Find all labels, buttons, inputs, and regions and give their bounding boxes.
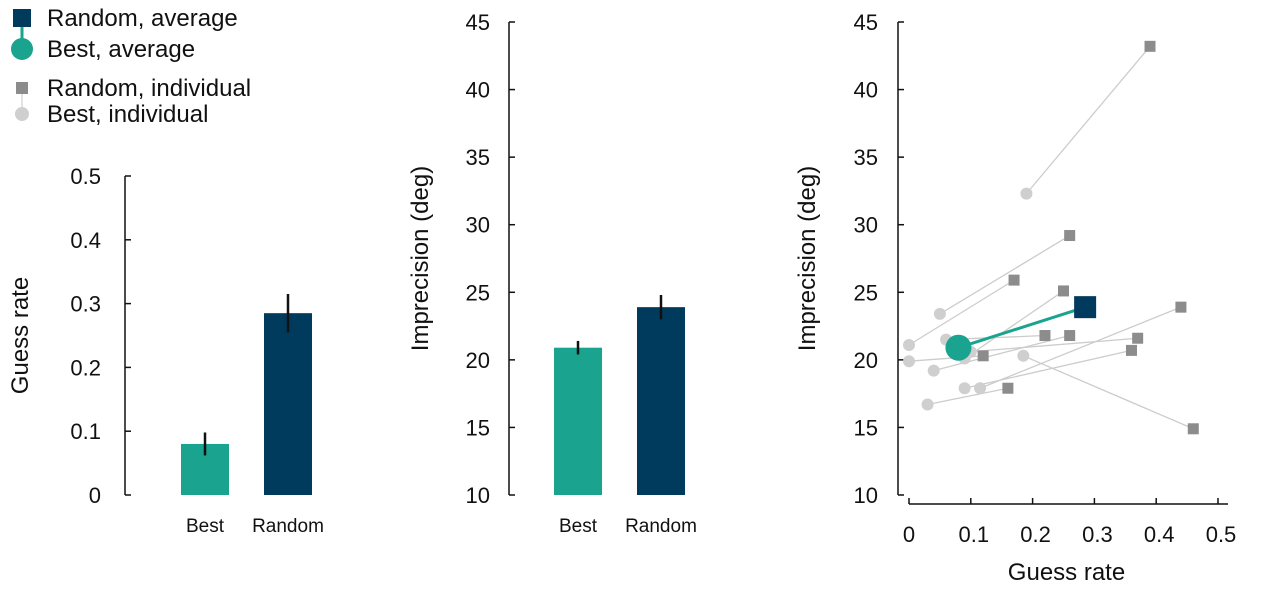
- legend-marker-random-average: [13, 9, 31, 27]
- y-tick-label: 0.4: [70, 228, 101, 253]
- y-tick-label: 0.1: [70, 419, 101, 444]
- y-axis-label: Imprecision (deg): [407, 166, 434, 351]
- legend-marker-best-individual: [15, 107, 29, 121]
- individual-line: [1025, 45, 1151, 195]
- average-line: [957, 305, 1086, 350]
- random-individual-point: [1058, 285, 1069, 297]
- random-individual-point: [977, 350, 989, 362]
- bar-random: [264, 313, 312, 495]
- x-axis-label: Guess rate: [1008, 559, 1125, 586]
- individual-line: [939, 234, 1071, 315]
- random-individual-point: [1175, 301, 1187, 313]
- legend-label: Best, individual: [47, 101, 208, 128]
- y-tick-label: 30: [854, 213, 878, 238]
- x-tick-label: 0.5: [1206, 522, 1237, 547]
- y-axis-label: Imprecision (deg): [794, 166, 821, 351]
- individual-line: [927, 387, 1009, 406]
- y-tick-label: 15: [854, 415, 878, 440]
- random-individual-point: [1187, 423, 1199, 435]
- y-tick-label: 10: [466, 483, 490, 508]
- legend-label: Best, average: [47, 36, 195, 63]
- y-tick-label: 35: [466, 145, 490, 170]
- best-individual-point: [903, 338, 915, 351]
- x-tick-label: Random: [252, 516, 324, 537]
- legend: Random, average Best, average Random, indi…: [11, 5, 251, 128]
- best-individual-point: [958, 382, 971, 395]
- individual-line: [979, 306, 1182, 389]
- y-tick-label: 0: [89, 483, 101, 508]
- random-individual-point: [1064, 330, 1076, 342]
- individual-line: [964, 290, 1064, 360]
- legend-label: Random, average: [47, 5, 238, 32]
- best-individual-point: [974, 382, 987, 395]
- best-average-point: [945, 334, 972, 361]
- x-tick-label: 0.1: [959, 522, 990, 547]
- random-individual-point: [1064, 230, 1076, 242]
- random-individual-point: [1008, 274, 1020, 286]
- individual-line: [1023, 355, 1194, 430]
- x-tick-label: Best: [186, 516, 225, 537]
- best-individual-point: [1020, 187, 1033, 200]
- legend-label: Random, individual: [47, 75, 251, 102]
- random-average-point: [1074, 296, 1097, 319]
- y-tick-label: 40: [466, 78, 490, 103]
- y-tick-label: 20: [854, 348, 878, 373]
- x-tick-label: 0.4: [1144, 522, 1175, 547]
- individual-line: [970, 337, 1138, 353]
- x-tick-label: 0.2: [1020, 522, 1051, 547]
- x-tick-label: 0.3: [1082, 522, 1113, 547]
- y-tick-label: 20: [466, 348, 490, 373]
- best-individual-point: [933, 307, 946, 320]
- x-tick-label: 0: [903, 522, 915, 547]
- y-tick-label: 0.3: [70, 292, 101, 317]
- y-tick-label: 45: [854, 10, 878, 35]
- individual-line: [933, 334, 1070, 372]
- legend-marker-best-average: [11, 38, 33, 60]
- bar-random: [637, 307, 685, 495]
- best-individual-point: [927, 364, 940, 377]
- guess-rate-bar-chart: 0 0.1 0.2 0.3 0.4 0.5 Guess rate Best Random: [7, 164, 324, 537]
- y-tick-label: 15: [466, 415, 490, 440]
- individual-line: [908, 279, 1015, 346]
- y-tick-label: 25: [466, 280, 490, 305]
- y-tick-label: 30: [466, 213, 490, 238]
- imprecision-vs-guess-rate-scatter: 10 15 20 25 30 35 40 45 Imprecision (deg) 0 0.1 0.2…: [794, 10, 1236, 586]
- random-individual-point: [1039, 330, 1051, 342]
- imprecision-bar-chart: 10 15 20 25 30 35 40 45 Imprecision (deg) Best Ran…: [407, 10, 697, 537]
- best-individual-point: [903, 355, 915, 368]
- random-individual-point: [1125, 344, 1137, 356]
- y-tick-label: 40: [854, 78, 878, 103]
- y-tick-label: 10: [854, 483, 878, 508]
- bar-best: [554, 347, 602, 495]
- legend-marker-random-individual: [16, 82, 28, 94]
- y-axis-label: Guess rate: [7, 277, 34, 394]
- x-tick-label: Random: [625, 516, 697, 537]
- y-tick-label: 0.2: [70, 355, 101, 380]
- individual-line: [964, 349, 1132, 389]
- y-tick-label: 45: [466, 10, 490, 35]
- random-individual-point: [1144, 40, 1156, 52]
- best-individual-point: [921, 398, 934, 411]
- y-tick-label: 25: [854, 280, 878, 305]
- random-individual-point: [1132, 332, 1144, 344]
- random-individual-point: [1002, 382, 1014, 394]
- best-individual-point: [1017, 349, 1030, 362]
- y-tick-label: 0.5: [70, 164, 101, 189]
- x-tick-label: Best: [559, 516, 598, 537]
- y-tick-label: 35: [854, 145, 878, 170]
